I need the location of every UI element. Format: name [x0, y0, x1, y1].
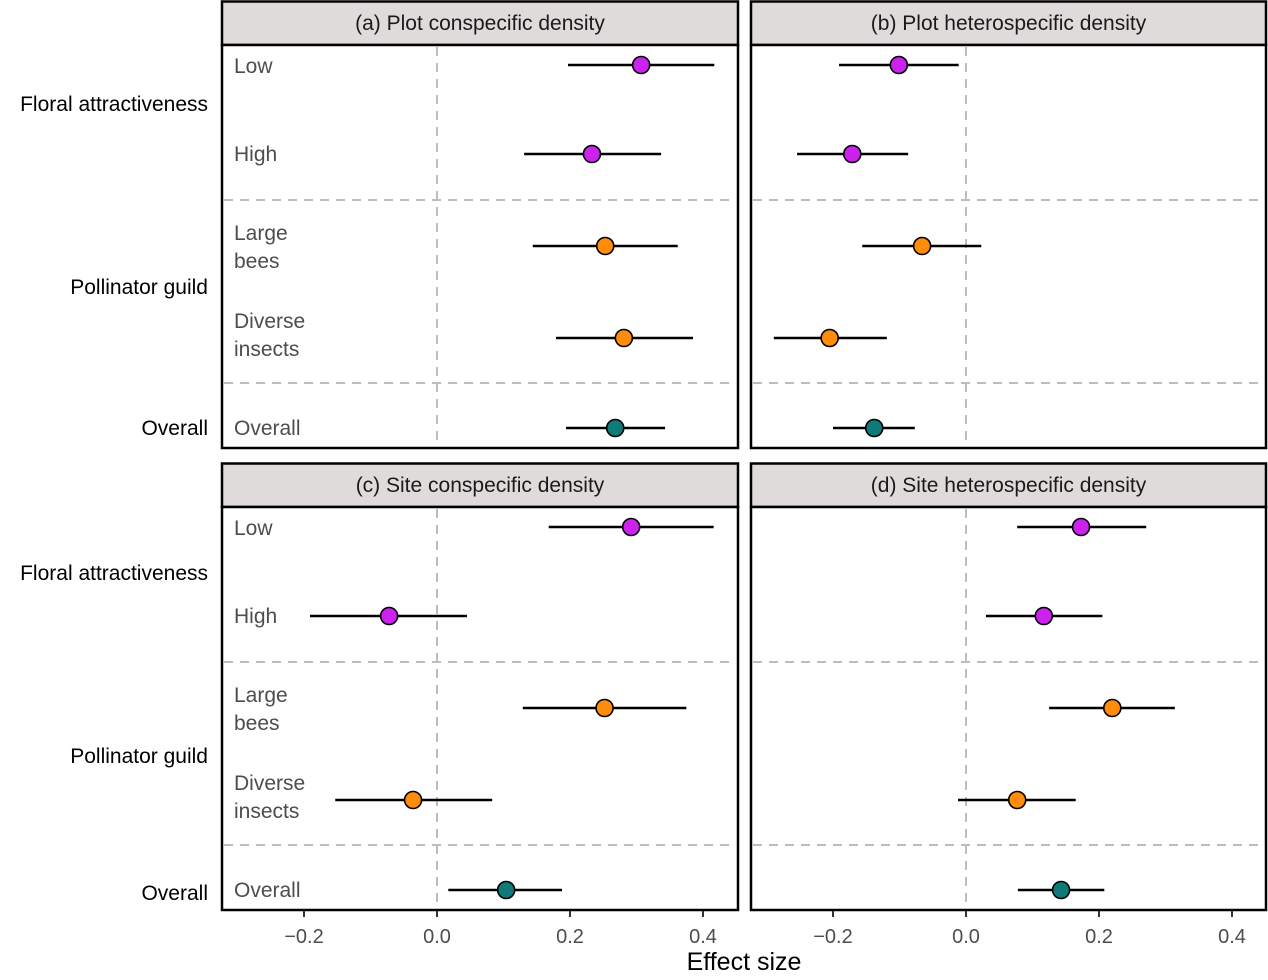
- x-tick-label: −0.2: [284, 926, 323, 948]
- row-label-line2: insects: [234, 338, 299, 361]
- x-tick-label: 0.4: [1218, 926, 1246, 948]
- panel-d: (d) Site heterospecific density −0.2 0.0 0.…: [749, 462, 1268, 948]
- estimate-point: [631, 55, 651, 75]
- group-labels-top: Floral attractiveness Pollinator guild O…: [20, 93, 208, 440]
- x-axis-title: Effect size: [687, 948, 802, 976]
- estimate-point: [842, 144, 862, 164]
- panel-body: [749, 505, 1268, 912]
- group-label-floral-bottom: Floral attractiveness: [20, 562, 208, 585]
- row-label: Large: [234, 222, 288, 245]
- row-label: Large: [234, 684, 288, 707]
- panel-title: (c) Site conspecific density: [356, 474, 605, 497]
- estimate-point: [496, 880, 516, 900]
- panel-title: (a) Plot conspecific density: [355, 12, 605, 35]
- row-label: Low: [234, 517, 273, 540]
- row-label-line2: bees: [234, 712, 280, 735]
- panel-strip: [749, 462, 1268, 509]
- estimate-point: [614, 328, 634, 348]
- row-label: Diverse: [234, 310, 305, 333]
- group-label-overall-bottom: Overall: [141, 882, 208, 905]
- estimate-point: [864, 418, 884, 438]
- estimate-point: [403, 790, 423, 810]
- estimate-point: [595, 698, 614, 718]
- x-tick-label: −0.2: [813, 926, 852, 948]
- group-label-overall-top: Overall: [141, 417, 208, 440]
- panel-strip: [220, 0, 740, 47]
- estimate-point: [1103, 698, 1122, 718]
- estimate-point: [595, 236, 615, 256]
- panel-b: (b) Plot heterospecific density: [749, 0, 1268, 450]
- row-label-line2: insects: [234, 800, 299, 823]
- estimate-point: [582, 144, 602, 164]
- row-label: High: [234, 605, 277, 628]
- group-label-pollinator-bottom: Pollinator guild: [70, 745, 208, 768]
- panel-strip: [749, 0, 1268, 47]
- estimate-point: [912, 236, 932, 256]
- x-tick-label: 0.0: [952, 926, 980, 948]
- panels-container: (a) Plot conspecific density Low High Large…: [220, 0, 1268, 948]
- group-labels-bottom: Floral attractiveness Pollinator guild O…: [20, 562, 208, 905]
- estimate-point: [889, 55, 909, 75]
- estimate-point: [1051, 880, 1071, 900]
- row-label: Overall: [234, 879, 301, 902]
- estimate-point: [1034, 606, 1054, 626]
- row-label: Overall: [234, 417, 301, 440]
- panel-c: (c) Site conspecific density Low High Large…: [220, 462, 740, 948]
- estimate-point: [1007, 790, 1027, 810]
- group-label-pollinator-top: Pollinator guild: [70, 276, 208, 299]
- estimate-point: [605, 418, 625, 438]
- x-tick-label: 0.2: [556, 926, 584, 948]
- x-tick-label: 0.0: [423, 926, 451, 948]
- panel-title: (d) Site heterospecific density: [871, 474, 1147, 497]
- estimate-point: [621, 517, 641, 537]
- row-label: Diverse: [234, 772, 305, 795]
- panel-title: (b) Plot heterospecific density: [871, 12, 1147, 35]
- row-label-line2: bees: [234, 250, 280, 273]
- estimate-point: [820, 328, 839, 348]
- row-label: High: [234, 143, 277, 166]
- group-label-floral-top: Floral attractiveness: [20, 93, 208, 116]
- panel-body: [749, 43, 1268, 450]
- x-tick-label: 0.2: [1085, 926, 1113, 948]
- row-label: Low: [234, 55, 273, 78]
- panel-a: (a) Plot conspecific density Low High Large…: [220, 0, 740, 450]
- estimate-point: [379, 606, 399, 626]
- estimate-point: [1071, 517, 1091, 537]
- x-tick-label: 0.4: [689, 926, 717, 948]
